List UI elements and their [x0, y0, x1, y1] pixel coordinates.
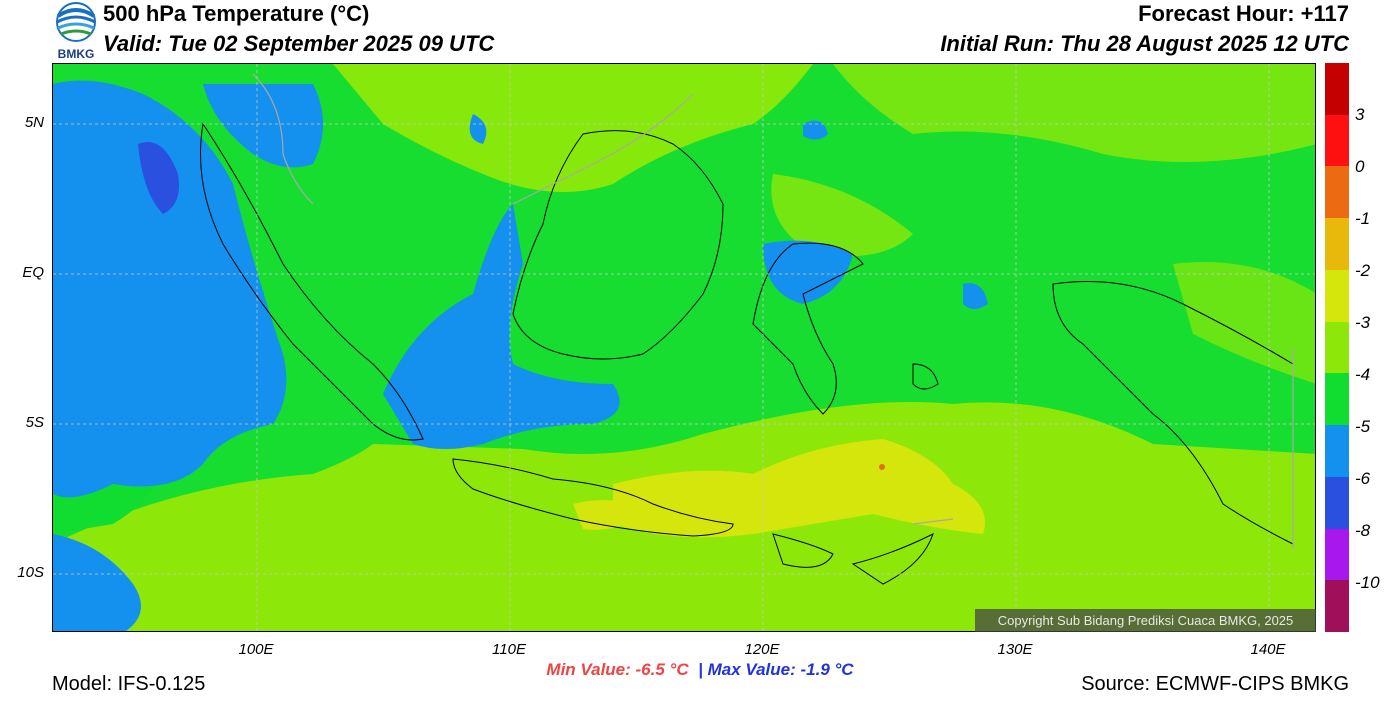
colorbar-segment — [1325, 528, 1349, 581]
lon-label-110e: 110E — [492, 641, 526, 658]
colorbar-label: -4 — [1355, 365, 1371, 384]
colorbar-label: -5 — [1355, 417, 1371, 436]
colorbar-label: -1 — [1355, 209, 1371, 228]
colorbar-segment — [1325, 166, 1349, 219]
model-name: Model: IFS-0.125 — [52, 673, 206, 695]
copyright-notice: Copyright Sub Bidang Prediksi Cuaca BMKG… — [975, 609, 1316, 632]
bmkg-logo: BMKG — [52, 2, 100, 62]
lat-label-eq: EQ — [22, 264, 44, 281]
colorbar-segment — [1325, 269, 1349, 322]
data-source: Source: ECMWF-CIPS BMKG — [1081, 673, 1349, 695]
colorbar-segment — [1325, 476, 1349, 529]
colorbar-label: -3 — [1355, 313, 1371, 332]
colorbar-segment — [1325, 218, 1349, 271]
colorbar-label: -8 — [1355, 521, 1371, 540]
lon-label-140e: 140E — [1250, 641, 1286, 658]
forecast-hour: Forecast Hour: +117 — [1138, 1, 1349, 26]
colorbar-segment — [1325, 580, 1349, 633]
colorbar-segment — [1325, 321, 1349, 374]
colorbar-label: -6 — [1355, 469, 1371, 488]
colorbar-segment — [1325, 425, 1349, 478]
lon-label-120e: 120E — [744, 641, 780, 658]
separator: | — [698, 660, 703, 679]
lat-label-5n: 5N — [24, 114, 44, 131]
colorbar-segment — [1325, 114, 1349, 167]
lat-label-5s: 5S — [25, 414, 44, 431]
colorbar-label: 0 — [1355, 157, 1365, 176]
min-value: Min Value: -6.5 °C — [546, 660, 689, 679]
min-max-values: Min Value: -6.5 °C | Max Value: -1.9 °C — [0, 660, 1400, 680]
lon-label-100e: 100E — [238, 641, 274, 658]
lat-label-10s: 10S — [17, 564, 44, 581]
colorbar-label: -2 — [1355, 261, 1371, 280]
initial-run: Initial Run: Thu 28 August 2025 12 UTC — [940, 31, 1349, 56]
colorbar — [1325, 63, 1349, 633]
colorbar-segment — [1325, 373, 1349, 426]
colorbar-label: -10 — [1355, 573, 1380, 592]
colorbar-label: 3 — [1355, 105, 1365, 124]
lon-label-130e: 130E — [997, 641, 1033, 658]
valid-time: Valid: Tue 02 September 2025 09 UTC — [103, 31, 495, 56]
map-title: 500 hPa Temperature (°C) — [103, 1, 370, 26]
temperature-map — [52, 63, 1316, 632]
logo-text: BMKG — [58, 47, 95, 61]
colorbar-segment — [1325, 63, 1349, 115]
max-value: Max Value: -1.9 °C — [707, 660, 854, 679]
